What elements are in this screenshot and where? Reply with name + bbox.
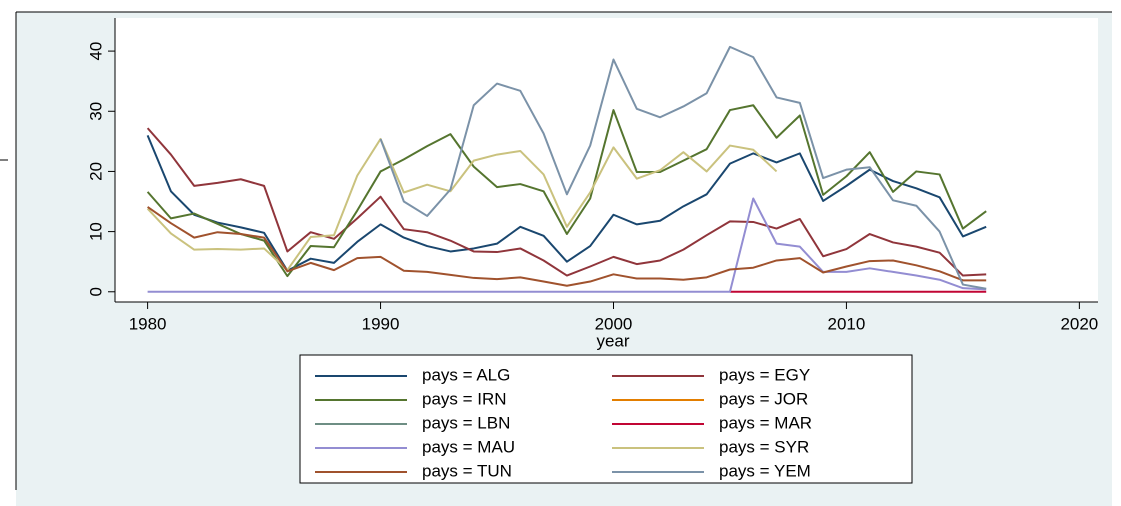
legend-label: pays = MAR xyxy=(719,413,812,432)
y-tick-label: 40 xyxy=(86,42,105,61)
y-tick-label: 10 xyxy=(86,222,105,241)
legend-label: pays = JOR xyxy=(719,389,808,408)
legend xyxy=(299,354,913,484)
series-line xyxy=(147,206,987,287)
x-tick-label: 1980 xyxy=(129,314,167,333)
x-tick-label: 2000 xyxy=(595,314,633,333)
x-tick-label: 2010 xyxy=(828,314,866,333)
series-line xyxy=(146,104,987,278)
series-line xyxy=(379,45,987,290)
legend-label: pays = SYR xyxy=(719,437,809,456)
legend-label: pays = YEM xyxy=(719,461,811,480)
x-tick-label: 1990 xyxy=(362,314,400,333)
x-tick-label: 2020 xyxy=(1060,314,1098,333)
legend-label: pays = EGY xyxy=(719,365,810,384)
x-axis-title: year xyxy=(596,331,629,350)
legend-label: pays = MAU xyxy=(422,437,515,456)
series-line xyxy=(147,197,987,293)
y-tick-label: 0 xyxy=(86,287,105,296)
legend-label: pays = LBN xyxy=(422,413,510,432)
legend-label: pays = ALG xyxy=(422,365,510,384)
series-line xyxy=(146,127,987,277)
series-line xyxy=(146,137,778,272)
y-tick-label: 30 xyxy=(86,102,105,121)
legend-label: pays = TUN xyxy=(422,461,512,480)
legend-label: pays = IRN xyxy=(422,389,507,408)
y-tick-label: 20 xyxy=(86,162,105,181)
